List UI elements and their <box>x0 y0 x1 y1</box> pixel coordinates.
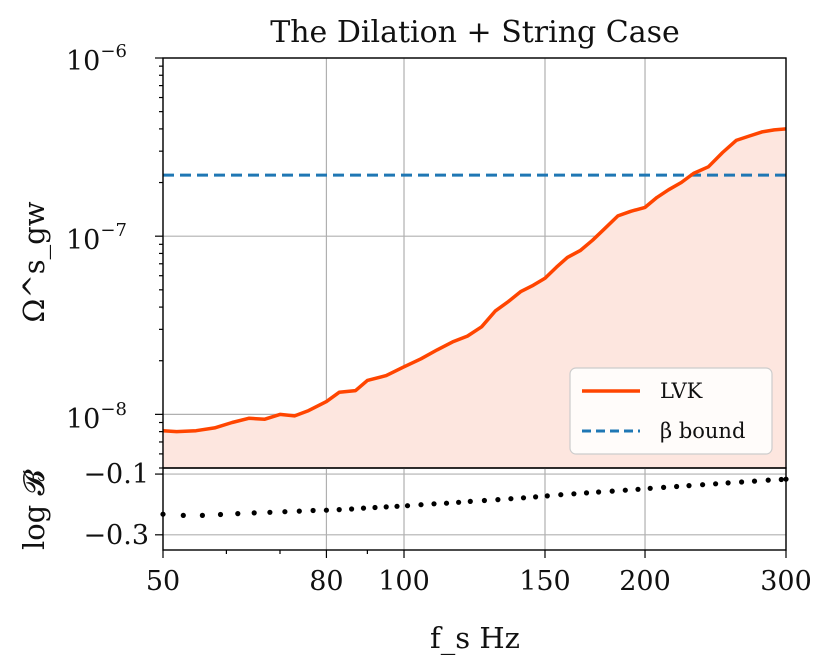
log-b-point <box>199 512 205 519</box>
x-axis-label: f_s Hz <box>430 621 520 656</box>
log-b-point <box>558 492 564 498</box>
log-b-point <box>349 506 355 512</box>
log-b-point <box>765 477 771 483</box>
log-b-point <box>609 488 615 494</box>
y-tick-exponent: −6 <box>100 41 127 62</box>
series-lvk-line <box>162 127 787 434</box>
log-b-point <box>456 499 462 505</box>
lower-y-tick-label: −0.3 <box>83 520 149 551</box>
log-b-point <box>725 480 731 486</box>
legend-label-lvk: LVK <box>660 379 703 403</box>
lower-y-axis-label: log 𝓑 <box>17 470 51 551</box>
log-b-point <box>713 481 719 487</box>
x-tick-label: 100 <box>378 566 430 597</box>
log-b-point <box>661 484 667 490</box>
log-b-point <box>360 505 367 511</box>
x-tick-label: 150 <box>519 566 571 597</box>
log-b-point <box>467 498 473 504</box>
log-b-point <box>404 503 411 509</box>
y-tick-label-1e-8: 10−8 <box>66 399 127 435</box>
log-b-point <box>739 479 745 485</box>
y-tick-base: 10 <box>66 46 100 77</box>
lower-y-tick-labels: −0.1 −0.3 <box>83 459 149 551</box>
log-b-point <box>674 483 680 490</box>
log-b-point <box>383 504 389 510</box>
log-b-point <box>336 507 342 513</box>
log-b-point <box>180 512 186 519</box>
log-b-point <box>533 494 539 500</box>
log-b-point <box>700 482 706 488</box>
lower-axes-frame <box>162 467 787 551</box>
log-b-point <box>495 497 501 503</box>
log-b-point <box>544 493 550 499</box>
x-tick-label: 80 <box>309 566 343 597</box>
log-b-point <box>217 511 224 518</box>
lower-y-tick-label: −0.1 <box>83 459 149 490</box>
log-b-point <box>372 504 378 511</box>
log-b-point <box>418 502 424 508</box>
main-y-axis-label: Ω^s_gw <box>17 201 52 322</box>
y-tick-base: 10 <box>66 404 100 435</box>
log-b-point <box>520 495 527 501</box>
legend-label-beta-bound: β bound <box>660 419 745 443</box>
log-b-point <box>583 490 590 496</box>
log-b-point <box>686 483 692 489</box>
log-b-point <box>443 500 450 506</box>
chart-title: The Dilation + String Case <box>270 15 680 50</box>
log-b-point <box>431 501 437 507</box>
legend: LVK β bound <box>569 367 773 455</box>
log-b-point <box>481 497 487 504</box>
lower-gridlines <box>162 468 787 550</box>
log-b-point <box>751 478 758 484</box>
y-tick-base: 10 <box>66 225 100 256</box>
x-tick-label: 300 <box>760 566 812 597</box>
log-b-point <box>622 487 628 493</box>
x-tick-labels: 50 80 100 150 200 300 <box>146 566 812 597</box>
log-b-point <box>596 489 602 495</box>
log-b-point <box>235 510 241 517</box>
log-b-point <box>571 491 577 497</box>
log-b-point <box>251 510 257 516</box>
log-b-point <box>323 507 329 513</box>
y-tick-exponent: −7 <box>100 220 127 241</box>
x-tick-label: 200 <box>619 566 671 597</box>
main-minor-ticks <box>155 57 163 469</box>
x-tick-label: 50 <box>146 566 180 597</box>
log-b-point <box>296 508 302 514</box>
log-b-point <box>394 503 400 509</box>
log-b-dots <box>160 476 789 519</box>
main-panel: 10−6 10−7 10−8 Ω^s_gw LVK β bound <box>17 41 787 469</box>
y-tick-label-1e-6: 10−6 <box>66 41 127 77</box>
log-b-point <box>508 496 514 502</box>
log-b-point <box>282 509 288 515</box>
log-b-point <box>778 476 784 483</box>
lower-panel: −0.1 −0.3 50 80 100 150 200 300 log 𝓑 f_s Hz <box>17 459 812 656</box>
y-tick-exponent: −8 <box>100 399 127 420</box>
log-b-point <box>635 486 641 492</box>
log-b-point <box>647 485 653 491</box>
y-tick-label-1e-7: 10−7 <box>66 220 127 256</box>
log-b-point <box>310 507 316 514</box>
log-b-point <box>267 509 273 515</box>
